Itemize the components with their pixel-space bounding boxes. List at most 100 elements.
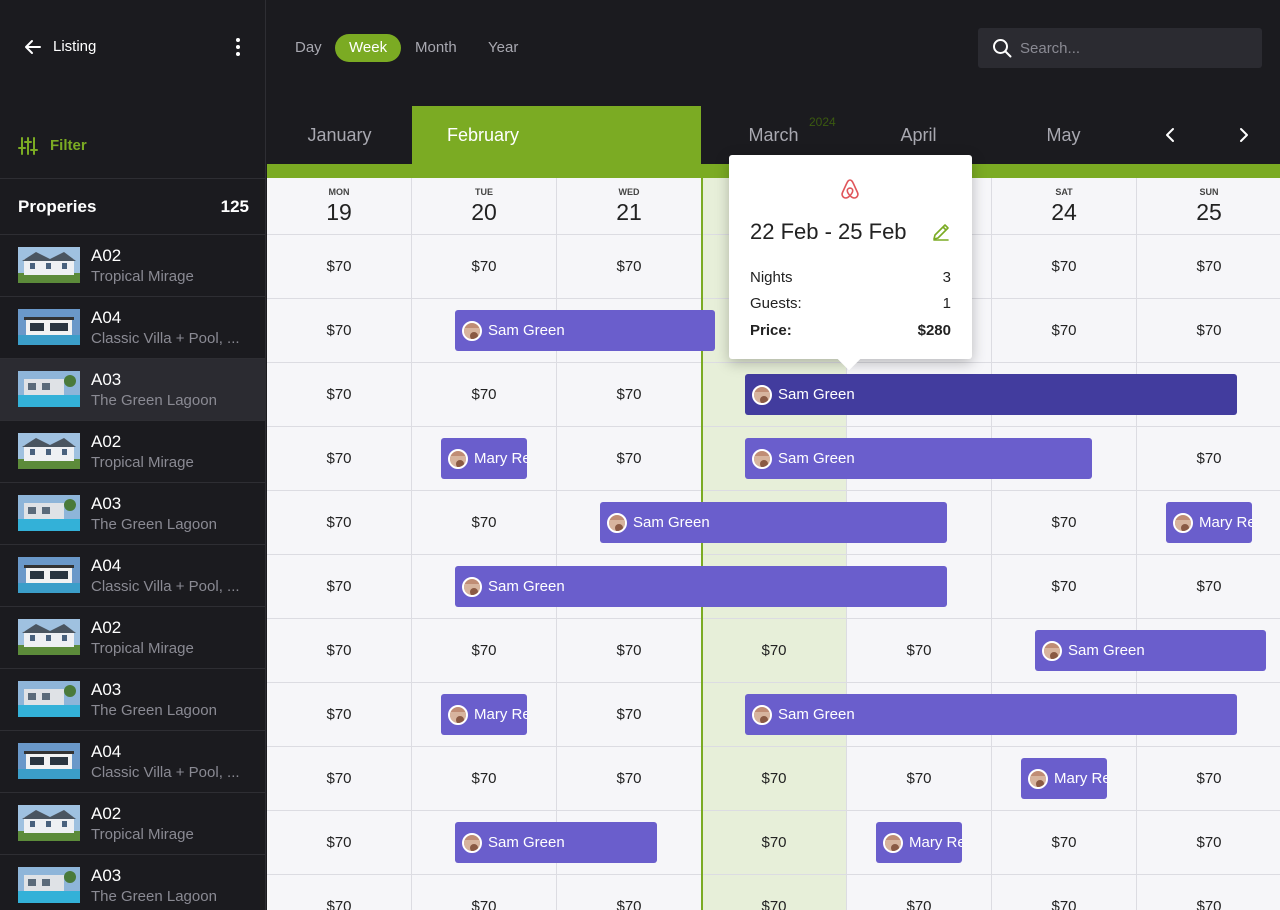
property-item[interactable]: A04 Classic Villa + Pool, ... xyxy=(0,731,265,793)
price-cell[interactable]: $70 xyxy=(557,427,702,491)
tab-january[interactable]: January xyxy=(307,125,372,145)
booking-bar[interactable]: Sam Green xyxy=(745,438,1092,479)
property-thumbnail xyxy=(18,557,80,593)
view-week-button[interactable]: Week xyxy=(335,34,402,62)
view-month-button[interactable]: Month xyxy=(401,34,471,62)
booking-bar[interactable]: Sam Green xyxy=(455,310,715,351)
price-cell[interactable]: $70 xyxy=(267,299,412,363)
booking-bar[interactable]: Mary Re... xyxy=(441,694,527,735)
property-item[interactable]: A03 The Green Lagoon xyxy=(0,359,265,421)
property-item[interactable]: A03 The Green Lagoon xyxy=(0,669,265,731)
back-arrow-icon[interactable] xyxy=(22,36,44,58)
booking-date-range: 22 Feb - 25 Feb xyxy=(750,219,907,244)
view-day-button[interactable]: Day xyxy=(281,34,336,62)
price-cell[interactable]: $70 xyxy=(412,747,557,811)
tab-may[interactable]: May xyxy=(1046,125,1081,145)
price-cell[interactable]: $70 xyxy=(267,555,412,619)
property-name: Tropical Mirage xyxy=(91,826,194,843)
price-cell[interactable]: $70 xyxy=(847,619,992,683)
edit-pencil-icon[interactable] xyxy=(931,222,951,242)
price-cell[interactable]: $70 xyxy=(702,875,847,910)
search-box[interactable] xyxy=(978,28,1262,68)
booking-bar[interactable]: Mary Re... xyxy=(1166,502,1252,543)
price-cell[interactable]: $70 xyxy=(1137,875,1280,910)
price-cell[interactable]: $70 xyxy=(557,235,702,299)
price-cell[interactable]: $70 xyxy=(412,491,557,555)
booking-bar[interactable]: Sam Green xyxy=(1035,630,1266,671)
booking-bar[interactable]: Sam Green xyxy=(455,822,657,863)
price-cell[interactable]: $70 xyxy=(1137,747,1280,811)
price-cell[interactable]: $70 xyxy=(267,363,412,427)
property-item[interactable]: A02 Tropical Mirage xyxy=(0,421,265,483)
day-header: MON 19 xyxy=(267,178,412,235)
price-cell[interactable]: $70 xyxy=(267,811,412,875)
price-cell[interactable]: $70 xyxy=(992,555,1137,619)
filter-button[interactable]: Filter xyxy=(18,134,138,156)
booking-bar[interactable]: Sam Green xyxy=(600,502,947,543)
price-cell[interactable]: $70 xyxy=(702,747,847,811)
property-item[interactable]: A04 Classic Villa + Pool, ... xyxy=(0,545,265,607)
price-cell[interactable]: $70 xyxy=(1137,235,1280,299)
price-cell[interactable]: $70 xyxy=(557,875,702,910)
property-code: A04 xyxy=(91,742,122,761)
price-cell[interactable]: $70 xyxy=(267,747,412,811)
filter-label: Filter xyxy=(50,137,87,154)
search-input[interactable] xyxy=(1020,37,1250,59)
price-cell[interactable]: $70 xyxy=(557,619,702,683)
price-cell[interactable]: $70 xyxy=(1137,299,1280,363)
price-cell[interactable]: $70 xyxy=(992,299,1137,363)
property-item[interactable]: A04 Classic Villa + Pool, ... xyxy=(0,297,265,359)
price-cell[interactable]: $70 xyxy=(267,427,412,491)
property-code: A02 xyxy=(91,618,122,637)
price-cell[interactable]: $70 xyxy=(992,875,1137,910)
sidebar-header: Listing xyxy=(0,0,265,92)
booking-bar[interactable]: Sam Green xyxy=(745,694,1237,735)
price-cell[interactable]: $70 xyxy=(267,235,412,299)
price-cell[interactable]: $70 xyxy=(1137,427,1280,491)
guest-avatar xyxy=(1042,641,1062,661)
tab-february[interactable]: February 2024 xyxy=(412,106,836,164)
booking-bar[interactable]: Sam Green xyxy=(745,374,1237,415)
more-options-icon[interactable] xyxy=(228,36,248,58)
price-cell[interactable]: $70 xyxy=(267,875,412,910)
price-cell[interactable]: $70 xyxy=(1137,811,1280,875)
price-cell[interactable]: $70 xyxy=(267,619,412,683)
tab-march[interactable]: March xyxy=(748,125,799,145)
chevron-right-icon[interactable] xyxy=(1233,125,1253,145)
price-cell[interactable]: $70 xyxy=(702,811,847,875)
price-cell[interactable]: $70 xyxy=(992,491,1137,555)
booking-bar[interactable]: Sam Green xyxy=(455,566,947,607)
property-item[interactable]: A03 The Green Lagoon xyxy=(0,483,265,545)
property-item[interactable]: A03 The Green Lagoon xyxy=(0,855,265,910)
price-cell[interactable]: $70 xyxy=(412,363,557,427)
booking-bar[interactable]: Mary Re... xyxy=(1021,758,1107,799)
chevron-left-icon[interactable] xyxy=(1161,125,1181,145)
price-cell[interactable]: $70 xyxy=(267,683,412,747)
price-cell[interactable]: $70 xyxy=(412,875,557,910)
view-year-button[interactable]: Year xyxy=(474,34,532,62)
property-item[interactable]: A02 Tropical Mirage xyxy=(0,793,265,855)
price-cell[interactable]: $70 xyxy=(557,683,702,747)
price-cell[interactable]: $70 xyxy=(412,619,557,683)
property-thumbnail xyxy=(18,681,80,717)
price-cell[interactable]: $70 xyxy=(557,747,702,811)
property-thumbnail xyxy=(18,247,80,283)
price-cell[interactable]: $70 xyxy=(267,491,412,555)
price-cell[interactable]: $70 xyxy=(412,235,557,299)
guest-avatar xyxy=(752,705,772,725)
booking-bar[interactable]: Mary Re... xyxy=(876,822,962,863)
tab-april[interactable]: April xyxy=(900,125,937,145)
booking-bar[interactable]: Mary Re... xyxy=(441,438,527,479)
price-cell[interactable]: $70 xyxy=(992,811,1137,875)
price-cell[interactable]: $70 xyxy=(847,747,992,811)
property-item[interactable]: A02 Tropical Mirage xyxy=(0,235,265,297)
price-cell[interactable]: $70 xyxy=(1137,555,1280,619)
guest-name: Sam Green xyxy=(633,514,710,531)
property-item[interactable]: A02 Tropical Mirage xyxy=(0,607,265,669)
property-code: A03 xyxy=(91,680,122,699)
price-cell[interactable]: $70 xyxy=(847,875,992,910)
price-cell[interactable]: $70 xyxy=(702,619,847,683)
price-cell[interactable]: $70 xyxy=(992,235,1137,299)
price-cell[interactable]: $70 xyxy=(557,363,702,427)
day-of-week: MON xyxy=(328,187,350,197)
